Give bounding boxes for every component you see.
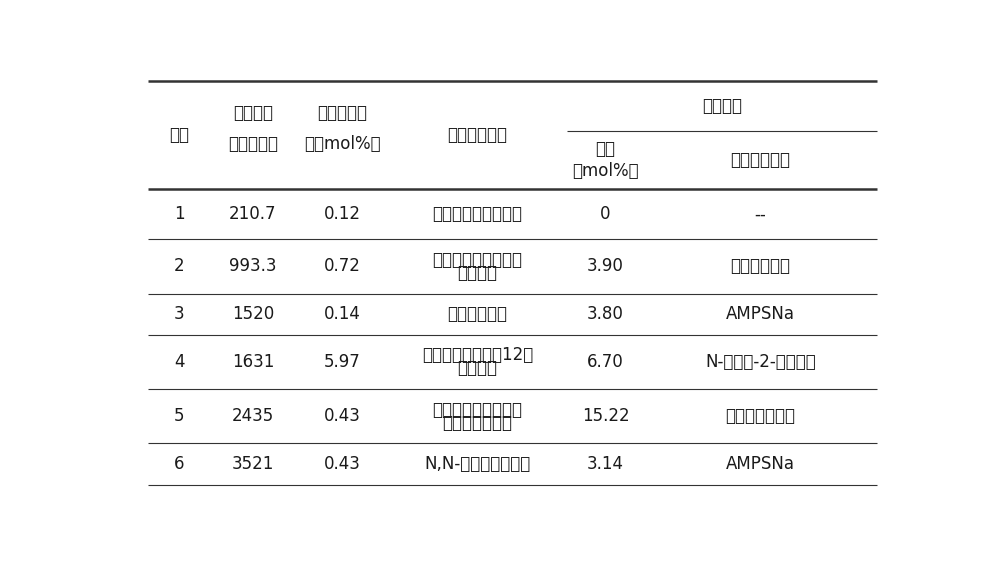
- Text: 993.3: 993.3: [229, 257, 277, 275]
- Text: 0.43: 0.43: [324, 407, 360, 425]
- Text: 1: 1: [174, 205, 185, 223]
- Text: AMPSNa: AMPSNa: [726, 305, 795, 323]
- Text: 辛基酚聚氧乙烯（12）: 辛基酚聚氧乙烯（12）: [422, 346, 533, 364]
- Text: 3.14: 3.14: [587, 455, 624, 473]
- Text: 2435: 2435: [232, 407, 274, 425]
- Text: 3.80: 3.80: [587, 305, 624, 323]
- Text: 6: 6: [174, 455, 184, 473]
- Text: 2: 2: [174, 257, 185, 275]
- Text: 量（mol%）: 量（mol%）: [304, 135, 380, 153]
- Text: 6.70: 6.70: [587, 353, 624, 371]
- Text: AMPSNa: AMPSNa: [726, 455, 795, 473]
- Text: 功能单体名称: 功能单体名称: [730, 151, 790, 169]
- Text: 甲基丙烯酸六氟丁酯: 甲基丙烯酸六氟丁酯: [433, 205, 523, 223]
- Text: 0.72: 0.72: [324, 257, 360, 275]
- Text: 丙烯酸十八酯: 丙烯酸十八酯: [448, 305, 508, 323]
- Text: 疏水单体名称: 疏水单体名称: [448, 126, 508, 144]
- Text: 15.22: 15.22: [582, 407, 629, 425]
- Text: 对乙烯基磺酸钙: 对乙烯基磺酸钙: [726, 407, 796, 425]
- Text: 烷基甲酯: 烷基甲酯: [458, 264, 498, 282]
- Text: 210.7: 210.7: [229, 205, 277, 223]
- Text: 十二烷基烯丙基二氯: 十二烷基烯丙基二氯: [433, 400, 523, 418]
- Text: 3.90: 3.90: [587, 257, 624, 275]
- Text: 0.14: 0.14: [324, 305, 360, 323]
- Text: 5.97: 5.97: [324, 353, 360, 371]
- Text: N,N-二辛基丙烯酯胺: N,N-二辛基丙烯酯胺: [424, 455, 531, 473]
- Text: 丙烯酸酯: 丙烯酸酯: [458, 359, 498, 377]
- Text: 化四甲基乙二铵: 化四甲基乙二铵: [443, 414, 513, 431]
- Text: 苯乙烯磺酸钙: 苯乙烯磺酸钙: [730, 257, 790, 275]
- Text: 功能单体: 功能单体: [702, 96, 742, 114]
- Text: --: --: [755, 205, 766, 223]
- Text: 疏水单体含: 疏水单体含: [317, 104, 367, 122]
- Text: 0: 0: [600, 205, 611, 223]
- Text: 0.12: 0.12: [324, 205, 360, 223]
- Text: 丙烯酸聚氧乙烯十六: 丙烯酸聚氧乙烯十六: [433, 251, 523, 269]
- Text: 1631: 1631: [232, 353, 274, 371]
- Text: 编号: 编号: [169, 126, 189, 144]
- Text: 4: 4: [174, 353, 184, 371]
- Text: 含量: 含量: [596, 140, 616, 158]
- Text: 3: 3: [174, 305, 185, 323]
- Text: （mol%）: （mol%）: [572, 162, 639, 180]
- Text: 3521: 3521: [232, 455, 274, 473]
- Text: 5: 5: [174, 407, 184, 425]
- Text: 0.43: 0.43: [324, 455, 360, 473]
- Text: 聚合物分: 聚合物分: [233, 104, 273, 122]
- Text: 子量（万）: 子量（万）: [228, 135, 278, 153]
- Text: N-乙烯基-2-吵咋烷酮: N-乙烯基-2-吵咋烷酮: [705, 353, 816, 371]
- Text: 1520: 1520: [232, 305, 274, 323]
